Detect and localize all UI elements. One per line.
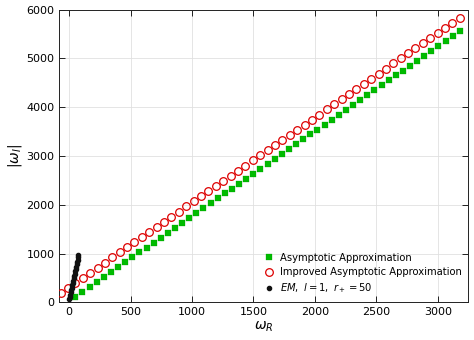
Improved Asymptotic Approximation	[132, 240, 137, 244]
$EM,\ l=1,\ r_+=50$	[72, 272, 77, 276]
Improved Asymptotic Approximation	[58, 291, 64, 295]
$EM,\ l=1,\ r_+=50$	[73, 265, 79, 269]
Line: Asymptotic Approximation: Asymptotic Approximation	[72, 28, 463, 300]
Asymptotic Approximation	[115, 265, 121, 269]
$EM,\ l=1,\ r_+=50$	[68, 290, 73, 294]
Improved Asymptotic Approximation	[206, 189, 211, 193]
$EM,\ l=1,\ r_+=50$	[71, 274, 77, 278]
Asymptotic Approximation	[450, 34, 456, 38]
Improved Asymptotic Approximation	[457, 16, 463, 20]
Legend: Asymptotic Approximation, Improved Asymptotic Approximation, $EM,\ l=1,\ r_+=50$: Asymptotic Approximation, Improved Asymp…	[261, 251, 464, 298]
Improved Asymptotic Approximation	[450, 21, 456, 25]
Line: $EM,\ l=1,\ r_+=50$: $EM,\ l=1,\ r_+=50$	[67, 253, 81, 302]
$EM,\ l=1,\ r_+=50$	[75, 258, 81, 262]
$EM,\ l=1,\ r_+=50$	[67, 293, 73, 297]
$EM,\ l=1,\ r_+=50$	[75, 255, 81, 259]
$EM,\ l=1,\ r_+=50$	[73, 267, 78, 271]
Asymptotic Approximation	[73, 295, 78, 299]
$EM,\ l=1,\ r_+=50$	[72, 269, 78, 273]
$EM,\ l=1,\ r_+=50$	[70, 279, 76, 283]
Improved Asymptotic Approximation	[102, 260, 108, 265]
Asymptotic Approximation	[165, 231, 171, 235]
$EM,\ l=1,\ r_+=50$	[67, 295, 73, 299]
Improved Asymptotic Approximation	[154, 225, 160, 229]
Improved Asymptotic Approximation	[413, 46, 419, 50]
Y-axis label: $|\omega_I|$: $|\omega_I|$	[6, 144, 24, 168]
$EM,\ l=1,\ r_+=50$	[73, 262, 79, 266]
$EM,\ l=1,\ r_+=50$	[69, 286, 74, 290]
Asymptotic Approximation	[215, 196, 220, 200]
$EM,\ l=1,\ r_+=50$	[74, 260, 80, 264]
$EM,\ l=1,\ r_+=50$	[70, 281, 75, 285]
$EM,\ l=1,\ r_+=50$	[66, 298, 72, 302]
$EM,\ l=1,\ r_+=50$	[71, 276, 76, 280]
Asymptotic Approximation	[144, 245, 149, 250]
Asymptotic Approximation	[414, 58, 420, 63]
X-axis label: $\omega_R$: $\omega_R$	[254, 320, 273, 335]
Asymptotic Approximation	[457, 29, 463, 33]
$EM,\ l=1,\ r_+=50$	[68, 288, 74, 292]
$EM,\ l=1,\ r_+=50$	[69, 283, 75, 287]
Line: Improved Asymptotic Approximation: Improved Asymptotic Approximation	[57, 14, 464, 297]
$EM,\ l=1,\ r_+=50$	[76, 253, 82, 257]
